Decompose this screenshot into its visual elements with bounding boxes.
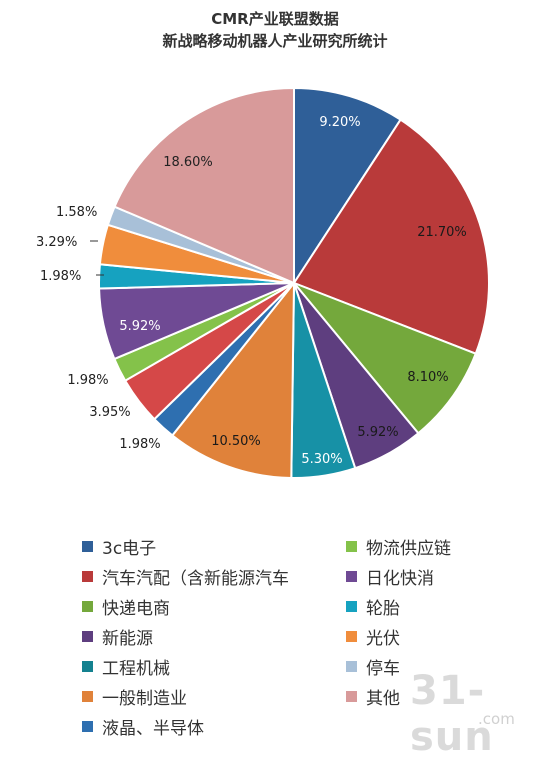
pie-slice <box>292 118 490 355</box>
slice-value-label: 8.10% <box>407 370 448 385</box>
slice-value-label: 1.98% <box>40 269 81 284</box>
slice-value-label: 3.95% <box>89 405 130 420</box>
pie-slice <box>170 280 296 479</box>
pie-slice <box>290 280 478 435</box>
watermark-domain: .com <box>478 710 515 728</box>
chart-subtitle: 新战略移动机器人产业研究所统计 <box>162 32 388 50</box>
slice-value-label: 18.60% <box>163 155 213 170</box>
pie-slice <box>113 86 295 285</box>
chart-title: CMR产业联盟数据 <box>211 10 339 28</box>
slice-value-label: 10.50% <box>211 434 261 449</box>
slice-value-label: 3.29% <box>36 235 77 250</box>
slice-value-label: 5.92% <box>119 319 160 334</box>
slice-value-label: 5.30% <box>301 452 342 467</box>
slice-value-label: 9.20% <box>319 115 360 130</box>
slice-value-label: 1.58% <box>56 205 97 220</box>
slice-value-label: 5.92% <box>357 425 398 440</box>
pie-slice <box>293 86 402 287</box>
slice-value-label: 1.98% <box>67 373 108 388</box>
slice-value-label: 1.98% <box>119 437 160 452</box>
slice-value-label: 21.70% <box>417 225 467 240</box>
